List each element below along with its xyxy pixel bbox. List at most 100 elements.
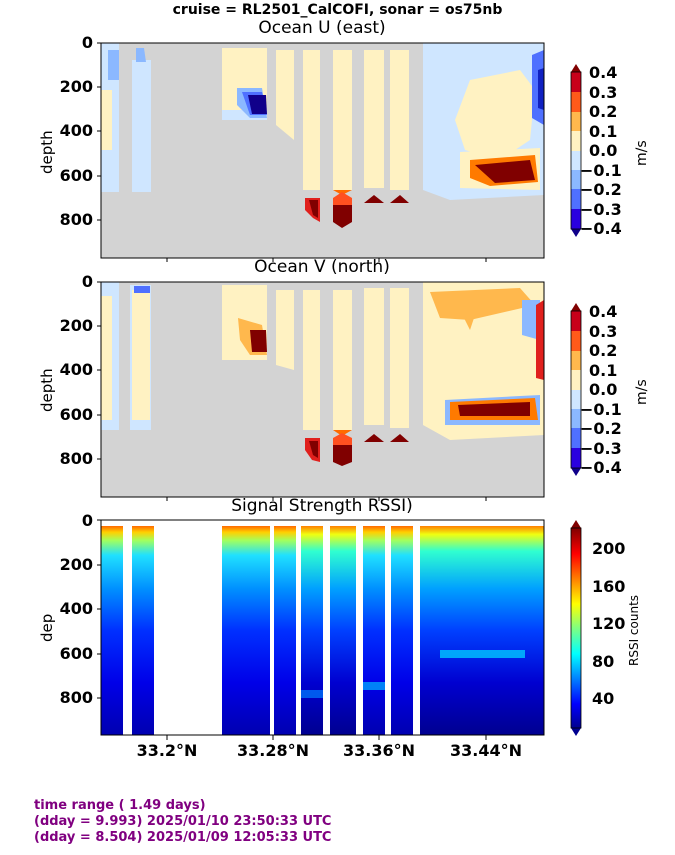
ytick-label: 0 <box>81 511 93 530</box>
panel-v-frame <box>100 281 545 498</box>
panel-rssi-ticks <box>97 519 487 740</box>
data-column <box>134 286 150 293</box>
data-column <box>333 205 352 228</box>
cb-rssi-tick: 40 <box>592 689 615 708</box>
data-column <box>101 90 112 150</box>
data-column <box>333 430 352 436</box>
ytick-label: 600 <box>59 166 93 185</box>
footer-end-time: (dday = 9.993) 2025/01/10 23:50:33 UTC <box>34 814 332 829</box>
data-column <box>522 300 540 340</box>
data-column <box>250 330 267 352</box>
data-column <box>276 290 294 370</box>
data-column <box>475 160 535 183</box>
data-column <box>333 290 352 430</box>
data-column <box>101 296 112 420</box>
ytick-label: 200 <box>59 316 93 335</box>
data-column <box>390 50 409 190</box>
panel-u-plot <box>101 43 544 258</box>
data-column <box>455 70 535 160</box>
data-column <box>333 50 352 190</box>
data-column <box>108 50 119 80</box>
data-column <box>248 95 267 114</box>
footer-start-time: (dday = 8.504) 2025/01/09 12:05:33 UTC <box>34 830 332 845</box>
data-column <box>276 50 294 140</box>
data-column <box>303 50 320 190</box>
panel-u-frame <box>100 42 545 259</box>
xtick-label: 33.2°N <box>136 741 198 760</box>
data-column <box>390 288 409 428</box>
cb-rssi-tick: 120 <box>592 614 626 633</box>
data-column <box>420 526 544 735</box>
data-column <box>364 50 384 188</box>
ytick-label: 600 <box>59 644 93 663</box>
data-column <box>430 288 535 320</box>
cb-u-tick: 0.3 <box>589 83 618 102</box>
cb-v-tick: −0.3 <box>580 439 622 458</box>
data-column <box>309 441 318 458</box>
data-column <box>303 290 320 430</box>
colorbar-rssi <box>570 520 582 736</box>
cb-v-tick: 0.2 <box>589 341 618 360</box>
cb-u-tick: −0.3 <box>580 200 622 219</box>
data-column <box>333 433 352 445</box>
data-column <box>455 300 480 330</box>
cb-u-tick: −0.4 <box>580 219 622 238</box>
data-column <box>309 200 318 218</box>
cb-u-tick: −0.2 <box>580 180 622 199</box>
data-column <box>274 526 296 735</box>
cb-u-label: m/s <box>634 140 650 166</box>
data-column <box>301 526 323 735</box>
figure-suptitle: cruise = RL2501_CalCOFI, sonar = os75nb <box>172 2 503 18</box>
panel-rssi-frame <box>100 519 545 736</box>
data-column <box>301 690 323 698</box>
panel-u-ticks <box>97 42 487 262</box>
ytick-label: 800 <box>59 449 93 468</box>
colorbar-u <box>570 64 582 237</box>
colorbar-v <box>570 303 582 476</box>
panel-title-rssi: Signal Strength RSSI) <box>231 496 413 516</box>
data-column <box>132 290 150 420</box>
data-column <box>330 526 356 735</box>
cb-rssi-label: RSSI counts <box>627 594 641 666</box>
panel-v-ticks <box>97 281 487 501</box>
cb-u-tick: 0.2 <box>589 102 618 121</box>
data-column <box>132 60 151 192</box>
panel-title-u: Ocean U (east) <box>258 18 386 38</box>
ytick-label: 600 <box>59 405 93 424</box>
xtick-label: 33.36°N <box>343 741 415 760</box>
cb-v-tick: −0.2 <box>580 419 622 438</box>
data-column <box>333 445 352 466</box>
cb-v-tick: −0.1 <box>580 400 622 419</box>
xtick-label: 33.28°N <box>237 741 309 760</box>
data-column <box>333 192 352 205</box>
data-column <box>538 68 544 110</box>
ytick-label: 800 <box>59 688 93 707</box>
data-column <box>458 402 530 416</box>
cb-v-tick: 0.1 <box>589 361 618 380</box>
panel-v-plot <box>101 282 544 497</box>
ytick-label: 200 <box>59 77 93 96</box>
cb-rssi-tick: 160 <box>592 577 626 596</box>
cb-v-tick: 0.0 <box>589 380 618 399</box>
ytick-label: 400 <box>59 121 93 140</box>
ytick-label: 0 <box>81 33 93 52</box>
cb-v-tick: −0.4 <box>580 458 622 477</box>
data-column <box>390 195 409 203</box>
ytick-label: 800 <box>59 210 93 229</box>
data-column <box>391 526 413 735</box>
panel-title-v: Ocean V (north) <box>254 257 390 277</box>
cb-rssi-tick: 80 <box>592 652 615 671</box>
data-column <box>390 434 409 442</box>
xtick-label: 33.44°N <box>450 741 522 760</box>
cb-rssi-tick: 200 <box>592 539 626 558</box>
data-column <box>132 526 154 735</box>
data-column <box>222 526 270 735</box>
data-column <box>363 526 385 735</box>
ytick-label: 400 <box>59 599 93 618</box>
panel-rssi-plot <box>101 520 544 735</box>
data-column <box>363 682 385 690</box>
data-column <box>136 48 146 62</box>
cb-v-tick: 0.3 <box>589 322 618 341</box>
cb-v-tick: 0.4 <box>589 302 618 321</box>
